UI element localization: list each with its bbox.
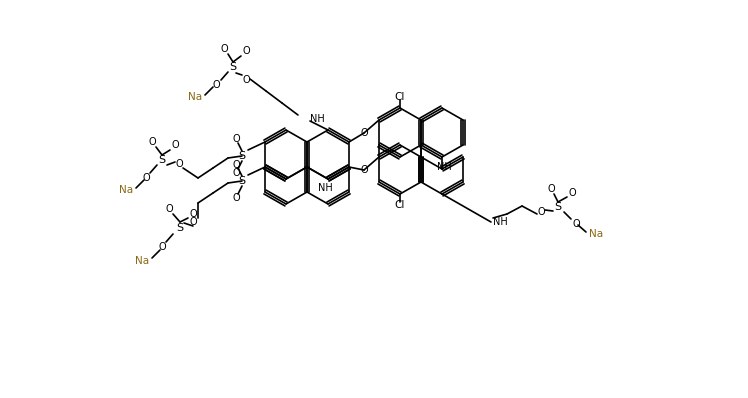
Text: O: O xyxy=(537,207,545,217)
Text: O: O xyxy=(548,184,555,194)
Text: Na: Na xyxy=(119,185,133,195)
Text: O: O xyxy=(242,75,250,85)
Text: NH: NH xyxy=(437,162,451,172)
Text: S: S xyxy=(239,151,245,161)
Text: O: O xyxy=(242,46,250,56)
Text: O: O xyxy=(232,134,240,144)
Text: Na: Na xyxy=(589,229,603,239)
Text: O: O xyxy=(232,160,240,170)
Text: S: S xyxy=(230,62,236,72)
Text: O: O xyxy=(158,242,166,252)
Text: S: S xyxy=(177,223,183,233)
Text: S: S xyxy=(159,155,165,165)
Text: O: O xyxy=(148,137,156,147)
Text: O: O xyxy=(572,219,580,229)
Text: O: O xyxy=(189,217,197,227)
Text: O: O xyxy=(175,159,183,169)
Text: S: S xyxy=(554,202,562,212)
Text: O: O xyxy=(220,44,228,54)
Text: O: O xyxy=(361,128,368,138)
Text: O: O xyxy=(165,204,173,214)
Text: O: O xyxy=(232,168,240,178)
Text: O: O xyxy=(568,188,576,198)
Text: NH: NH xyxy=(493,217,508,227)
Text: Na: Na xyxy=(188,92,202,102)
Text: O: O xyxy=(232,193,240,203)
Text: Cl: Cl xyxy=(395,200,405,210)
Text: O: O xyxy=(361,165,368,175)
Text: Na: Na xyxy=(135,256,149,266)
Text: NH: NH xyxy=(310,114,325,124)
Text: Cl: Cl xyxy=(395,92,405,102)
Text: O: O xyxy=(189,209,197,219)
Text: O: O xyxy=(212,80,220,90)
Text: O: O xyxy=(142,173,150,183)
Text: NH: NH xyxy=(318,183,332,193)
Text: S: S xyxy=(239,176,245,186)
Text: O: O xyxy=(171,140,179,150)
